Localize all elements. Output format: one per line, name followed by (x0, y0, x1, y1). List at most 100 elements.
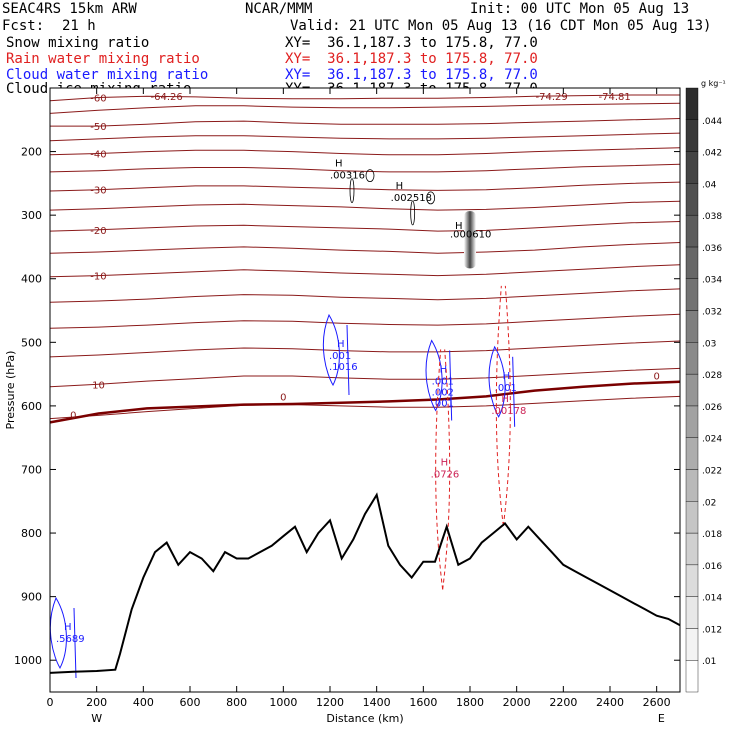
fcst-label: Fcst: (2, 18, 45, 34)
temperature-contour (49, 264, 681, 278)
cloud-water-marker: H (64, 622, 72, 633)
rain-marker: H (441, 457, 449, 468)
colorbar-cell (685, 405, 699, 438)
cloud-water-contour (322, 313, 340, 387)
temperature-contour-label: -60 (90, 94, 106, 105)
colorbar: .01 .012 .014 .016 .018 .02 .022 .024 .026 .028 .0… (685, 79, 726, 693)
colorbar-tick-label: .03 (702, 339, 716, 349)
colorbar-cell (685, 246, 699, 279)
cloud-water-marker: H (440, 364, 448, 375)
colorbar-tick-label: .044 (702, 117, 722, 127)
cloud-water-contour (49, 596, 67, 669)
field-cloudwater: Cloud water mixing ratio (6, 67, 209, 83)
cloud-water-label: .1016 (329, 362, 358, 373)
cloud-water-contour (449, 350, 453, 421)
y-tick-label: 1000 (14, 654, 42, 667)
temperature-contour (49, 242, 681, 254)
x-axis-title: Distance (km) (326, 712, 403, 725)
x-tick-label: 800 (226, 696, 247, 709)
temperature-contour-label: -20 (90, 226, 106, 237)
colorbar-cell (685, 660, 699, 693)
cloud-water-marker: H (337, 339, 345, 350)
x-tick-label: 2600 (643, 696, 671, 709)
temperature-contour-label: -50 (90, 122, 106, 133)
terrain-line (49, 492, 681, 674)
y-tick-label: 600 (21, 400, 42, 413)
colorbar-cell (685, 278, 699, 311)
snow-max-label: .00316 (330, 171, 365, 182)
colorbar-cell (685, 119, 699, 152)
extreme-temperature-label: -74.81 (599, 92, 631, 103)
temperature-contour (49, 132, 681, 142)
colorbar-cell (685, 596, 699, 629)
y-tick-label: 500 (21, 336, 42, 349)
cloud-ice-max-label: .000610 (450, 229, 491, 240)
rain-label: .0726 (431, 469, 460, 480)
rain-label: .00178 (491, 406, 526, 417)
temperature-contour-label: -40 (90, 149, 106, 160)
snow-contour (365, 169, 375, 183)
x-tick-label: 2400 (596, 696, 624, 709)
x-tick-label: 2000 (503, 696, 531, 709)
x-tick-label: 1200 (316, 696, 344, 709)
colorbar-cell (685, 373, 699, 407)
colorbar-cell (685, 183, 699, 216)
temperature-contour (50, 118, 681, 127)
cloud-water-marker: H (503, 371, 511, 382)
fcst-value: 21 h (62, 18, 96, 34)
colorbar-tick-label: .028 (702, 371, 722, 381)
snow-max-marker: H (396, 181, 404, 192)
colorbar-tick-label: .032 (702, 308, 722, 318)
colorbar-cell (685, 214, 699, 248)
snow-contour (426, 191, 436, 205)
cloud-water-contour (425, 339, 443, 412)
cloud-water-contour (346, 325, 350, 396)
snow-max-marker: H (335, 159, 343, 170)
colorbar-cell (685, 310, 699, 343)
temperature-contour (49, 395, 681, 420)
freezing-level-label: 0 (280, 393, 286, 404)
x-tick-label: 200 (86, 696, 107, 709)
colorbar-unit: g kg⁻¹ (701, 79, 726, 88)
y-tick-label: 900 (21, 591, 42, 604)
freezing-level-contour (49, 380, 681, 424)
temperature-contour-label: -10 (90, 272, 106, 283)
cloud-water-contour (512, 356, 516, 427)
colorbar-cell (685, 501, 699, 534)
org-label: NCAR/MMM (245, 1, 313, 17)
colorbar-tick-label: .012 (702, 625, 722, 635)
x-tick-label: 400 (133, 696, 154, 709)
x-tick-label: 1800 (456, 696, 484, 709)
extreme-temperature-label: -74.29 (536, 92, 568, 103)
colorbar-tick-label: .01 (702, 657, 716, 667)
temperature-contour (49, 313, 681, 329)
field-rain: Rain water mixing ratio (6, 51, 200, 67)
cloud-water-label: .001 (432, 398, 454, 409)
x-tick-label: 600 (180, 696, 201, 709)
colorbar-cell (685, 532, 699, 566)
plot-background (50, 88, 680, 692)
colorbar-tick-label: .038 (702, 212, 722, 222)
temperature-contour (49, 340, 681, 358)
temperature-contour (49, 163, 681, 173)
cloud-water-label: .001 (432, 376, 454, 387)
freezing-level-label: 0 (653, 372, 659, 383)
colorbar-tick-label: .036 (702, 244, 722, 254)
freezing-level-label: 0 (70, 410, 76, 421)
colorbar-cell (685, 628, 699, 661)
rain-contour (495, 285, 504, 526)
cloud-water-label: .002 (432, 387, 454, 398)
colorbar-cell (685, 437, 699, 470)
rain-contour (435, 349, 444, 590)
cloud-water-label: .001 (329, 351, 351, 362)
temperature-contour (49, 94, 680, 102)
y-axis-title: Pressure (hPa) (4, 351, 17, 430)
field-snow-xy: XY= 36.1,187.3 to 175.8, 77.0 (285, 35, 538, 51)
colorbar-tick-label: .022 (702, 466, 722, 476)
x-tick-label: 0 (47, 696, 54, 709)
colorbar-tick-label: .016 (702, 562, 722, 572)
colorbar-tick-label: .02 (702, 498, 716, 508)
colorbar-tick-label: .026 (702, 403, 722, 413)
west-label: W (91, 712, 102, 725)
